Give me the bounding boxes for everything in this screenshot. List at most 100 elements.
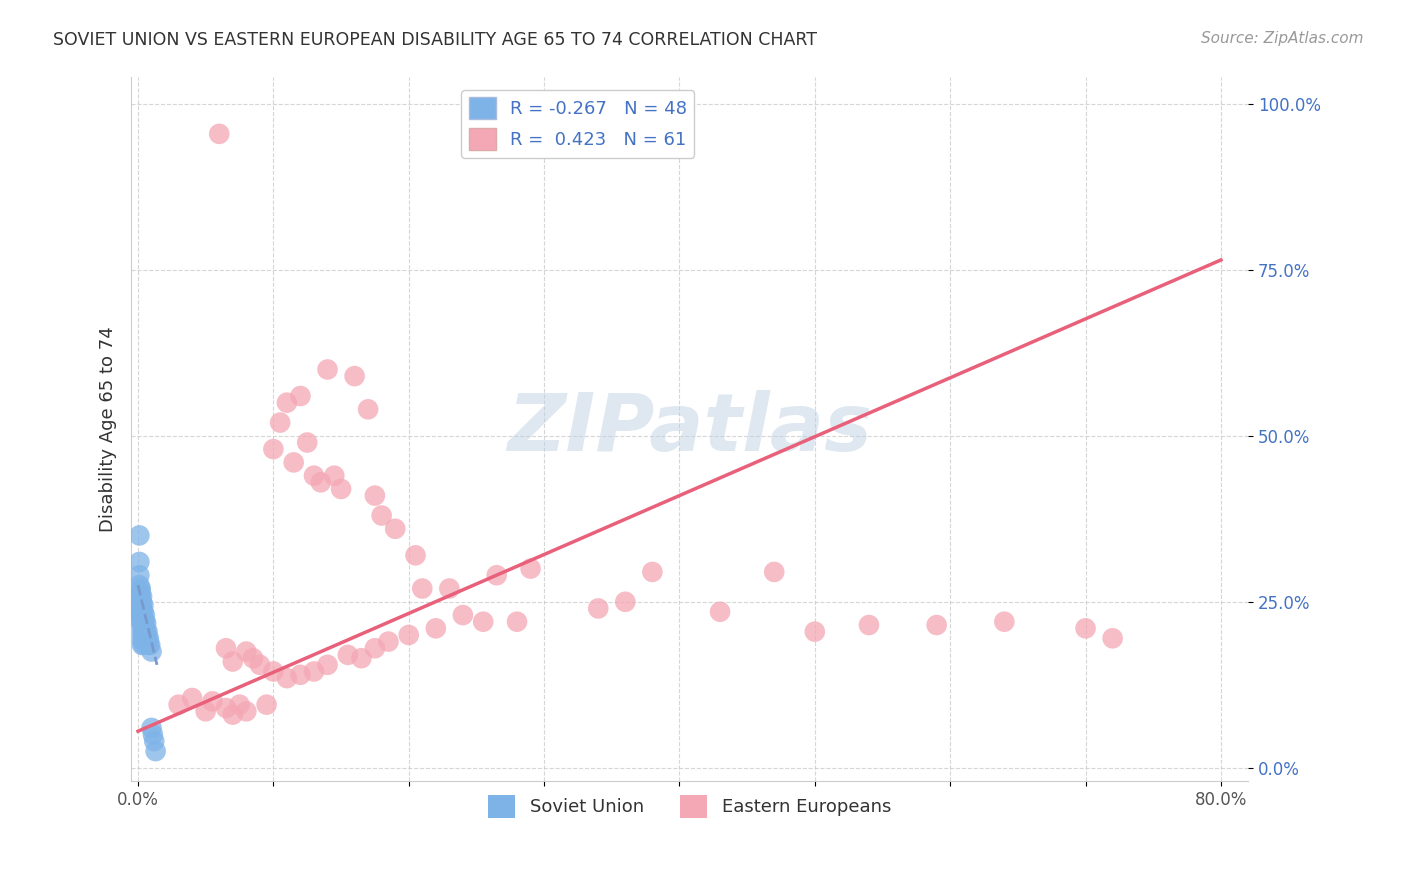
- Point: [129, 600, 152, 615]
- Point: [129, 591, 152, 606]
- Point: [228, 698, 250, 712]
- Point: [290, 667, 312, 681]
- Legend: Soviet Union, Eastern Europeans: Soviet Union, Eastern Europeans: [481, 789, 898, 825]
- Text: Source: ZipAtlas.com: Source: ZipAtlas.com: [1201, 31, 1364, 46]
- Point: [194, 704, 217, 718]
- Point: [302, 468, 325, 483]
- Point: [1101, 632, 1123, 646]
- Point: [472, 615, 495, 629]
- Point: [142, 727, 165, 741]
- Y-axis label: Disability Age 65 to 74: Disability Age 65 to 74: [100, 326, 117, 533]
- Point: [143, 734, 166, 748]
- Point: [215, 641, 238, 656]
- Point: [256, 698, 278, 712]
- Point: [276, 395, 298, 409]
- Point: [276, 671, 298, 685]
- Point: [377, 634, 399, 648]
- Point: [129, 605, 152, 619]
- Point: [135, 615, 157, 630]
- Point: [131, 633, 153, 648]
- Point: [364, 641, 387, 656]
- Point: [134, 615, 156, 629]
- Point: [222, 655, 245, 669]
- Point: [350, 651, 373, 665]
- Point: [136, 632, 159, 646]
- Point: [167, 698, 190, 712]
- Point: [138, 638, 160, 652]
- Point: [129, 609, 152, 624]
- Point: [145, 744, 167, 758]
- Point: [242, 651, 264, 665]
- Point: [136, 624, 159, 639]
- Point: [129, 584, 152, 599]
- Point: [925, 618, 948, 632]
- Point: [283, 455, 305, 469]
- Point: [135, 623, 157, 637]
- Point: [269, 416, 291, 430]
- Point: [141, 721, 163, 735]
- Point: [222, 707, 245, 722]
- Point: [128, 601, 150, 615]
- Point: [131, 628, 153, 642]
- Point: [132, 632, 155, 646]
- Point: [290, 389, 312, 403]
- Point: [235, 704, 257, 718]
- Point: [235, 644, 257, 658]
- Point: [132, 598, 155, 612]
- Point: [330, 482, 353, 496]
- Point: [439, 582, 461, 596]
- Point: [129, 582, 152, 596]
- Point: [384, 522, 406, 536]
- Point: [858, 618, 880, 632]
- Point: [134, 608, 156, 623]
- Point: [134, 628, 156, 642]
- Point: [131, 590, 153, 604]
- Point: [316, 362, 339, 376]
- Point: [132, 624, 155, 639]
- Point: [262, 665, 284, 679]
- Point: [519, 561, 541, 575]
- Point: [138, 632, 160, 646]
- Point: [132, 618, 155, 632]
- Point: [411, 582, 433, 596]
- Point: [131, 608, 153, 623]
- Point: [297, 435, 319, 450]
- Point: [804, 624, 827, 639]
- Point: [134, 621, 156, 635]
- Point: [131, 596, 153, 610]
- Point: [201, 694, 224, 708]
- Point: [135, 629, 157, 643]
- Point: [215, 701, 238, 715]
- Point: [425, 621, 447, 635]
- Point: [131, 618, 153, 632]
- Point: [398, 628, 420, 642]
- Point: [316, 657, 339, 672]
- Point: [128, 578, 150, 592]
- Point: [309, 475, 332, 490]
- Point: [131, 638, 153, 652]
- Point: [641, 565, 664, 579]
- Text: SOVIET UNION VS EASTERN EUROPEAN DISABILITY AGE 65 TO 74 CORRELATION CHART: SOVIET UNION VS EASTERN EUROPEAN DISABIL…: [53, 31, 817, 49]
- Point: [709, 605, 731, 619]
- Point: [139, 638, 162, 652]
- Point: [370, 508, 392, 523]
- Point: [506, 615, 529, 629]
- Point: [128, 588, 150, 602]
- Point: [131, 603, 153, 617]
- Point: [249, 657, 271, 672]
- Point: [586, 601, 609, 615]
- Point: [181, 691, 204, 706]
- Point: [132, 605, 155, 619]
- Point: [357, 402, 380, 417]
- Point: [1074, 621, 1097, 635]
- Point: [128, 555, 150, 569]
- Point: [302, 665, 325, 679]
- Point: [129, 595, 152, 609]
- Point: [323, 468, 346, 483]
- Point: [131, 613, 153, 627]
- Point: [208, 127, 231, 141]
- Point: [336, 648, 359, 662]
- Point: [141, 644, 163, 658]
- Point: [993, 615, 1015, 629]
- Point: [614, 595, 637, 609]
